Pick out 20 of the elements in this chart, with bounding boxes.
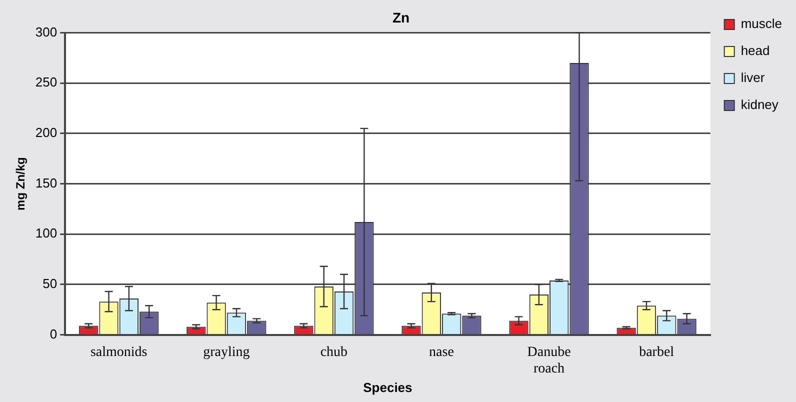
x-axis-title: Species [363,380,412,395]
legend-label: muscle [740,16,782,32]
chart-title: Zn [392,9,410,26]
x-tick-label: salmonids [90,344,148,360]
legend-label: kidney [740,97,779,112]
x-tick-label: chub [320,344,348,360]
y-axis-title: mg Zn/kg [14,157,28,210]
y-tick-label: 150 [35,175,58,190]
x-tick-label: barbel [639,344,674,360]
y-tick-label: 300 [35,24,58,40]
x-tick-label: grayling [203,344,250,360]
y-tick-label: 50 [42,276,58,292]
x-tick-label: nase [429,344,454,360]
y-tick-label: 200 [35,125,58,140]
legend-label: head [740,43,770,58]
y-tick-label: 250 [35,74,58,90]
legend-label: liver [740,70,766,86]
y-tick-label: 100 [35,226,58,241]
x-tick-label: Danube roach [527,344,571,377]
y-tick-label: 0 [50,326,58,342]
